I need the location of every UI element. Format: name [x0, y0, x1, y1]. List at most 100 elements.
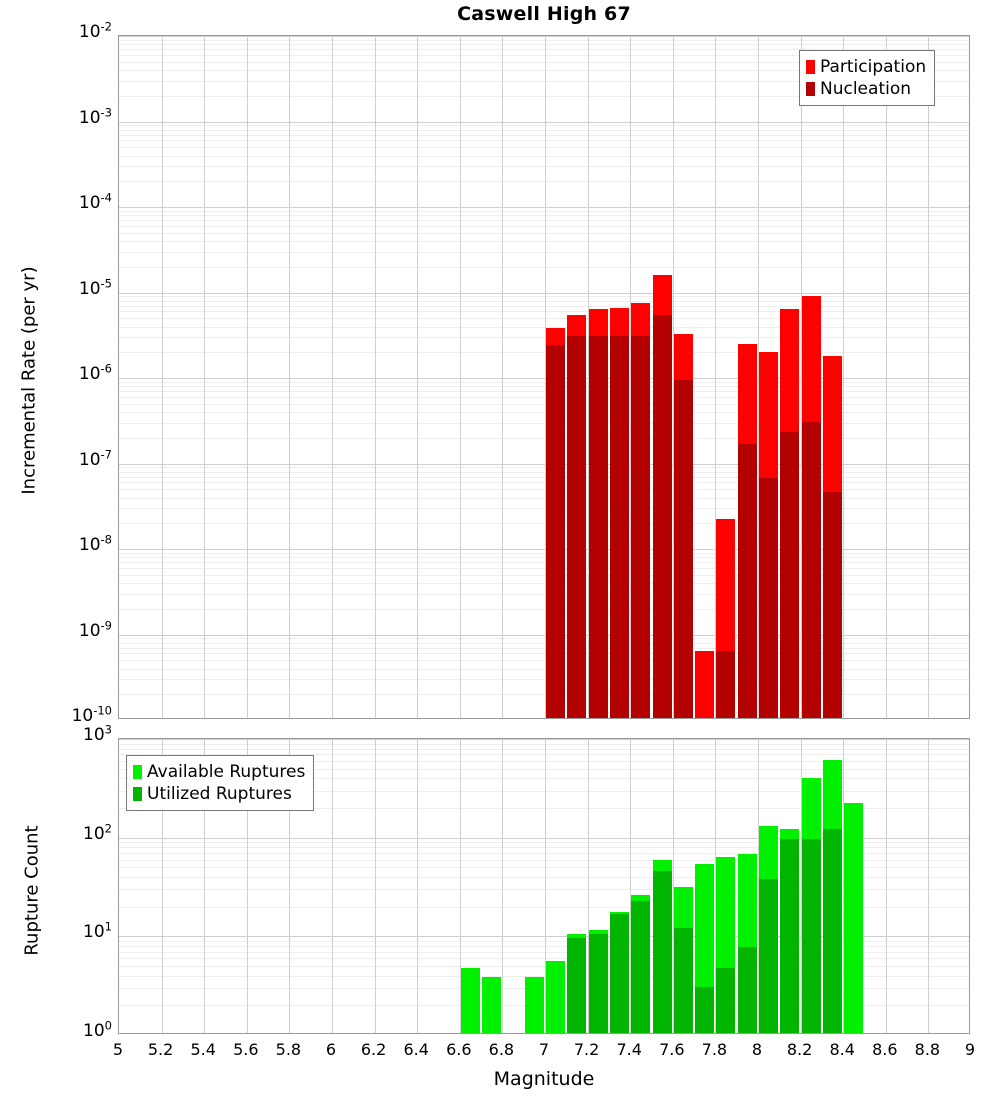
gridline-horizontal	[119, 412, 969, 413]
gridline-horizontal	[119, 147, 969, 148]
bar-available-ruptures	[844, 802, 863, 1033]
gridline-horizontal	[119, 648, 969, 649]
bottom-bars-layer	[119, 739, 969, 1033]
gridline-horizontal	[119, 156, 969, 157]
gridline-horizontal	[119, 988, 969, 989]
gridline-horizontal	[119, 575, 969, 576]
gridline-vertical	[502, 739, 503, 1033]
gridline-horizontal	[119, 125, 969, 126]
y-axis-tick-label: 102	[83, 821, 112, 844]
gridline-horizontal	[119, 311, 969, 312]
x-axis-tick-label: 9	[964, 1040, 976, 1059]
gridline-horizontal	[119, 70, 969, 71]
y-axis-tick-label: 10-9	[78, 617, 112, 641]
gridline-horizontal	[119, 557, 969, 558]
gridline-horizontal	[119, 81, 969, 82]
gridline-horizontal	[119, 301, 969, 302]
gridline-horizontal	[119, 378, 969, 379]
gridline-horizontal	[119, 946, 969, 947]
gridline-horizontal	[119, 438, 969, 439]
gridline-horizontal	[119, 49, 969, 50]
legend-item-utilized-ruptures[interactable]: Utilized Ruptures	[133, 783, 305, 805]
gridline-horizontal	[119, 267, 969, 268]
legend-item-available-ruptures[interactable]: Available Ruptures	[133, 761, 305, 783]
gridline-horizontal	[119, 847, 969, 848]
gridline-horizontal	[119, 293, 969, 294]
bar-utilized-ruptures	[567, 937, 586, 1033]
gridline-horizontal	[119, 853, 969, 854]
x-axis-tick-label: 6.6	[446, 1040, 472, 1059]
gridline-horizontal	[119, 464, 969, 465]
gridline-horizontal	[119, 318, 969, 319]
y-axis-tick-label: 10-8	[78, 532, 112, 555]
gridline-horizontal	[119, 215, 969, 216]
gridline-horizontal	[119, 523, 969, 524]
gridline-vertical	[460, 739, 461, 1033]
gridline-horizontal	[119, 744, 969, 745]
bar-nucleation	[802, 421, 821, 718]
gridline-horizontal	[119, 296, 969, 297]
legend-label: Participation	[820, 56, 927, 77]
bar-utilized-ruptures	[823, 828, 842, 1033]
legend-item-participation[interactable]: Participation	[806, 56, 926, 78]
gridline-horizontal	[119, 952, 969, 953]
top-bars-layer	[119, 36, 969, 718]
bar-utilized-ruptures	[653, 870, 672, 1033]
gridline-vertical	[460, 36, 461, 718]
gridline-horizontal	[119, 653, 969, 654]
gridline-horizontal	[119, 226, 969, 227]
gridline-horizontal	[119, 860, 969, 861]
gridline-horizontal	[119, 877, 969, 878]
x-axis-tick-label: 8.2	[786, 1040, 813, 1059]
bar-utilized-ruptures	[759, 879, 778, 1033]
bar-nucleation	[716, 651, 735, 718]
bar-nucleation	[674, 379, 693, 718]
legend-label: Nucleation	[820, 78, 912, 99]
gridline-vertical	[673, 739, 674, 1033]
x-axis-tick-label: 8	[751, 1040, 763, 1059]
gridline-vertical	[162, 36, 163, 718]
gridline-horizontal	[119, 761, 969, 762]
gridline-horizontal	[119, 936, 969, 937]
gridline-horizontal	[119, 130, 969, 131]
gridline-vertical	[588, 739, 589, 1033]
gridline-horizontal	[119, 553, 969, 554]
gridline-horizontal	[119, 211, 969, 212]
gridline-horizontal	[119, 181, 969, 182]
gridline-vertical	[715, 36, 716, 718]
gridline-horizontal	[119, 140, 969, 141]
gridline-horizontal	[119, 482, 969, 483]
bar-utilized-ruptures	[631, 900, 650, 1033]
gridline-horizontal	[119, 583, 969, 584]
x-axis-tick-label: 8.6	[872, 1040, 898, 1059]
gridline-vertical	[928, 739, 929, 1033]
gridline-vertical	[758, 36, 759, 718]
gridline-vertical	[417, 739, 418, 1033]
legend-item-nucleation[interactable]: Nucleation	[806, 78, 926, 100]
gridline-vertical	[289, 36, 290, 718]
y-axis-tick-label: 10-7	[78, 446, 112, 470]
gridline-vertical	[417, 36, 418, 718]
gridline-vertical	[843, 739, 844, 1033]
gridline-horizontal	[119, 754, 969, 755]
gridline-vertical	[375, 739, 376, 1033]
x-axis-tick-label: 5.4	[190, 1040, 216, 1059]
gridline-horizontal	[119, 135, 969, 136]
gridline-horizontal	[119, 423, 969, 424]
gridline-horizontal	[119, 489, 969, 490]
y-axis-tick-label: 101	[83, 919, 112, 943]
gridline-horizontal	[119, 966, 969, 967]
gridline-horizontal	[119, 594, 969, 595]
bar-nucleation	[823, 492, 842, 718]
gridline-horizontal	[119, 889, 969, 890]
gridline-horizontal	[119, 233, 969, 234]
x-axis-tick-label: 5.8	[275, 1040, 302, 1059]
gridline-vertical	[715, 739, 716, 1033]
gridline-vertical	[332, 36, 333, 718]
gridline-horizontal	[119, 386, 969, 387]
x-axis-tick-label: 6.4	[403, 1040, 429, 1059]
gridline-vertical	[247, 739, 248, 1033]
gridline-horizontal	[119, 778, 969, 779]
incremental-rate-plot	[118, 35, 970, 719]
